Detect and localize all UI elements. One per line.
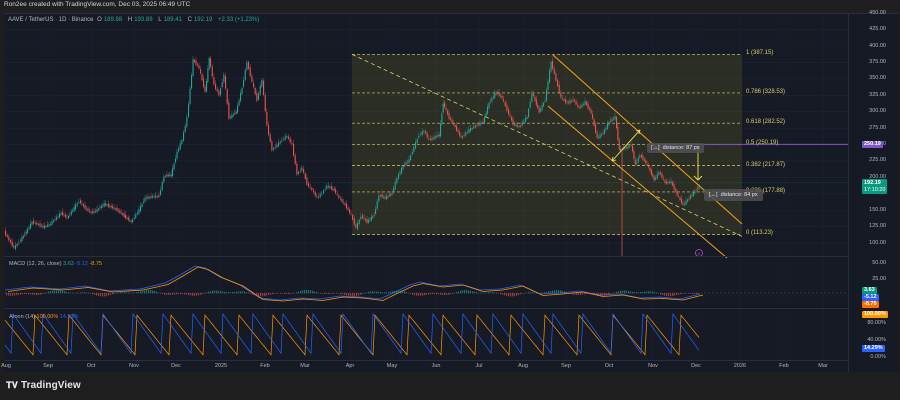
fib-level-label: 0.382 (217.87) xyxy=(746,161,786,168)
measure-icon: [↔] xyxy=(709,192,718,198)
time-label: Jun xyxy=(431,363,441,369)
time-label: Mar xyxy=(818,363,828,369)
price-label: 100.00 xyxy=(869,239,886,246)
close-value: 192.19 xyxy=(193,17,213,23)
aroon-legend[interactable]: Aroon (14) 100.00% 14.29% xyxy=(9,314,79,320)
change-value: +2.33 (+1.23%) xyxy=(217,17,260,23)
price-label: 325.00 xyxy=(869,91,886,98)
pane-divider-time xyxy=(4,360,848,361)
distance-tooltip-2: [↔] distance: 84 px xyxy=(704,189,763,201)
low-value: 189.41 xyxy=(163,17,182,23)
fib-level-label: 0 (113.23) xyxy=(746,230,773,237)
time-label: Dec xyxy=(171,363,181,369)
time-label: Jul xyxy=(475,363,483,369)
high-value: 193.89 xyxy=(134,17,153,23)
time-label: Nov xyxy=(129,363,139,369)
svg-text:⚡: ⚡ xyxy=(697,251,701,257)
pane-divider-aroon[interactable] xyxy=(4,308,848,309)
top-bar: Ron2ee created with TradingView.com, Dec… xyxy=(0,0,900,13)
macd-line-tag: -5.12 xyxy=(862,294,879,301)
price-label: 350.00 xyxy=(869,75,886,82)
fib-level-label: 1 (387.15) xyxy=(746,50,774,57)
tradingview-logo[interactable]: 𝐓𝐕 TradingView xyxy=(6,380,81,391)
time-label: Oct xyxy=(86,363,96,369)
price-scale-divider xyxy=(848,13,849,372)
tradingview-logo-icon: 𝐓𝐕 xyxy=(6,380,18,390)
time-label: Sep xyxy=(43,363,53,369)
pane-divider-macd[interactable] xyxy=(4,256,848,257)
time-label: May xyxy=(386,363,398,369)
time-label: Nov xyxy=(648,363,658,369)
price-label: 375.00 xyxy=(869,58,886,65)
price-label: 200.00 xyxy=(869,173,886,180)
time-label: 2026 xyxy=(733,363,747,369)
grid-lines xyxy=(4,14,848,360)
time-label: Aug xyxy=(518,363,528,369)
price-label: 150.00 xyxy=(869,206,886,213)
price-label: 275.00 xyxy=(869,124,886,131)
current-price-tag: 192.19 17:10:20 xyxy=(862,179,888,194)
time-label: Apr xyxy=(345,363,355,369)
time-label: Dec xyxy=(691,363,701,369)
candlesticks xyxy=(5,55,700,257)
fib-level-label: 0.5 (250.19) xyxy=(746,140,779,147)
price-label: 225.00 xyxy=(869,157,886,164)
symbol-legend[interactable]: AAVE / TetherUS · 1D · Binance O 189.88 H… xyxy=(8,17,260,23)
macd-legend[interactable]: MACD (12, 26, close) 3.63 -5.12 -8.75 xyxy=(9,261,102,267)
aroon-indicator xyxy=(4,312,700,356)
price-label: 400.00 xyxy=(869,42,886,49)
time-label: 2025 xyxy=(214,363,228,369)
fib-level-label: 0.618 (282.52) xyxy=(746,119,786,126)
time-label: Aug xyxy=(1,363,11,369)
price-label: 450.00 xyxy=(869,9,886,16)
credit-text: Ron2ee created with TradingView.com, Dec… xyxy=(4,1,191,8)
time-label: Mar xyxy=(300,363,310,369)
symbol-name[interactable]: AAVE / TetherUS · 1D · Binance xyxy=(8,17,94,23)
time-label: Sep xyxy=(561,363,571,369)
price-label: 125.00 xyxy=(869,223,886,230)
price-label: 425.00 xyxy=(869,26,886,33)
footer: 𝐓𝐕 TradingView xyxy=(0,373,900,400)
price-label: 300.00 xyxy=(869,108,886,115)
time-label: Feb xyxy=(779,363,789,369)
time-label: Oct xyxy=(604,363,614,369)
bar-countdown: 17:10:20 xyxy=(864,186,886,193)
fib-level-label: 0.786 (328.53) xyxy=(746,88,786,95)
macd-hist-tag: 3.63 xyxy=(862,287,877,294)
open-value: 189.88 xyxy=(103,17,123,23)
fib-level-label: 0.236 (177.88) xyxy=(746,187,786,194)
macd-signal-tag: -8.75 xyxy=(862,301,879,308)
measure-icon: [↔] xyxy=(651,145,660,151)
aroon-up-tag: 100.00% xyxy=(862,311,888,318)
macd-indicator xyxy=(4,265,848,302)
aroon-down-tag: 14.29% xyxy=(862,345,885,352)
distance-tooltip-1: [↔] distance: 87 px xyxy=(647,143,704,153)
time-label: Feb xyxy=(260,363,270,369)
fib-price-tag: 250.19 xyxy=(862,141,883,148)
